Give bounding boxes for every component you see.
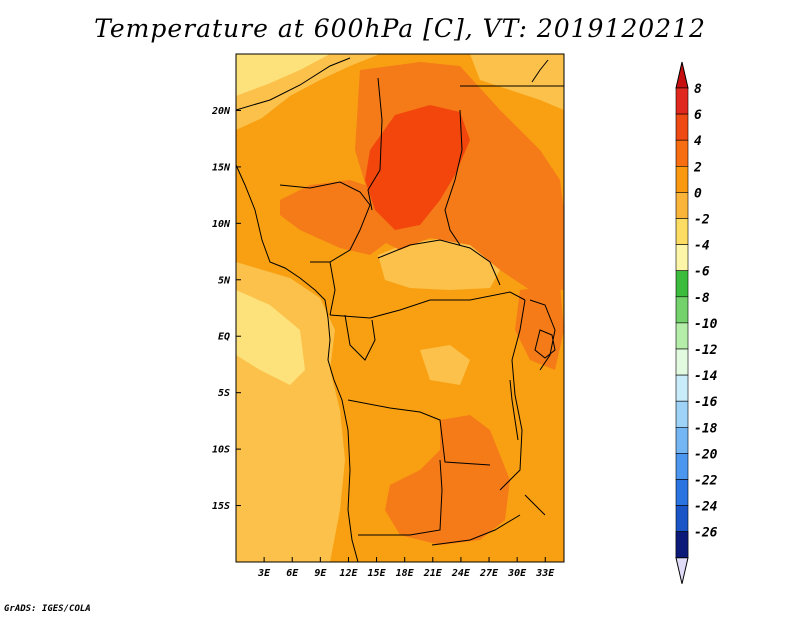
lon-tick-label: 18E [396,568,415,579]
colorbar-label: -24 [694,500,718,515]
lat-tick-label: 10S [212,445,230,456]
colorbar-label: -16 [694,395,718,410]
field-region-northwest-coolest [236,54,330,96]
border-drc-east [499,299,526,491]
colorbar-label: -2 [694,213,710,228]
colorbar-swatch [675,166,689,193]
lake-tanganyika [509,379,519,441]
colorbar-label: -12 [694,343,718,358]
lat-tick-label: 5N [218,275,231,286]
latitude-axis: 20N 15N 10N 5N EQ 5S 10S 15S [211,106,241,512]
colorbar-swatch [675,400,689,428]
border-zambia-south [431,514,521,546]
country-borders [236,57,564,562]
border-chad-sudan [444,109,463,246]
border-nigeria [279,181,371,263]
colorbar-swatch [675,270,689,298]
coastline-west-africa [236,164,359,562]
lake-victoria [534,329,556,359]
lat-tick-label: 15S [212,501,230,512]
border-angola-drc [347,399,491,466]
field-region-congo-cool [420,345,470,385]
field-region-chad-hot [365,105,470,230]
colorbar-top-triangle [675,61,689,89]
lat-tick-label: 15N [212,162,231,173]
border-niger-chad [367,77,383,211]
lat-tick-label: EQ [218,332,230,343]
lon-tick-label: 21E [423,568,443,579]
longitude-axis: 3E 6E 9E 12E 15E 18E 21E 24E 27E 30E 33E [257,557,555,579]
grads-credit: GrADS: IGES/COLA [4,604,91,614]
colorbar-swatch [675,453,689,480]
map-title: Temperature at 600hPa [C], VT: 201912021… [94,14,706,43]
lon-tick-label: 3E [257,568,271,579]
field-region-southern-warm [385,415,510,545]
field-region-sahel-warm [280,180,395,255]
colorbar-swatch [675,139,689,167]
colorbar-swatch [675,192,689,219]
colorbar-bottom-triangle [675,557,689,584]
border-gabon-congo [344,314,376,361]
colorbar-label: -10 [694,317,718,332]
border-angola-zambia [358,459,443,536]
colorbar-swatch [675,426,689,454]
lon-tick-label: 27E [479,568,499,579]
lon-tick-label: 15E [368,568,387,579]
field-region-central-cool [378,238,500,290]
colorbar-label: -4 [694,239,710,254]
lon-tick-label: 12E [339,568,358,579]
border-mali-niger [236,57,351,111]
border-car [377,239,501,286]
field-region-east-cool [470,54,564,110]
colorbar-label: -22 [694,474,718,489]
colorbar-swatch [675,531,689,559]
colorbar-label: 0 [694,186,702,201]
lat-tick-label: 10N [212,219,231,230]
colorbar-label: -26 [694,526,718,541]
temperature-field [236,54,564,562]
colorbar-label: -18 [694,421,718,436]
lon-tick-label: 30E [507,568,527,579]
field-region-atlantic-coolest [236,290,305,385]
colorbar-label: 4 [694,134,702,149]
lat-tick-label: 20N [211,106,231,117]
red-sea-coast [531,59,549,83]
border-drc-north [329,291,526,319]
colorbar-swatch [675,348,689,376]
colorbar-label: 6 [694,108,702,123]
lon-tick-label: 9E [314,568,327,579]
colorbar-label: 2 [693,160,702,175]
lon-tick-label: 33E [535,568,555,579]
colorbar-swatch [675,296,689,324]
colorbar-label: -14 [694,369,718,384]
colorbar-swatch [675,322,689,350]
colorbar: 8 6 4 2 0 -2 -4 -6 -8 -10 -12 -14 -16 -18 -20 -22 -24 -26 [675,61,718,584]
colorbar-swatch [675,479,689,506]
lon-tick-label: 6E [286,568,299,579]
border-east-lakes [529,299,556,371]
lon-tick-label: 24E [451,568,471,579]
colorbar-label: -20 [694,447,718,462]
colorbar-swatch [675,87,689,115]
colorbar-label: -6 [694,265,710,280]
colorbar-swatch [675,113,689,141]
colorbar-swatch [675,218,689,245]
colorbar-label: 8 [694,82,702,97]
colorbar-swatch [675,505,689,533]
colorbar-swatch [675,374,689,402]
map-frame [235,53,565,563]
lake-malawi [524,494,546,516]
border-cameroon [329,261,336,316]
colorbar-swatch [675,244,689,272]
colorbar-label: -8 [694,291,710,306]
lat-tick-label: 5S [218,388,230,399]
